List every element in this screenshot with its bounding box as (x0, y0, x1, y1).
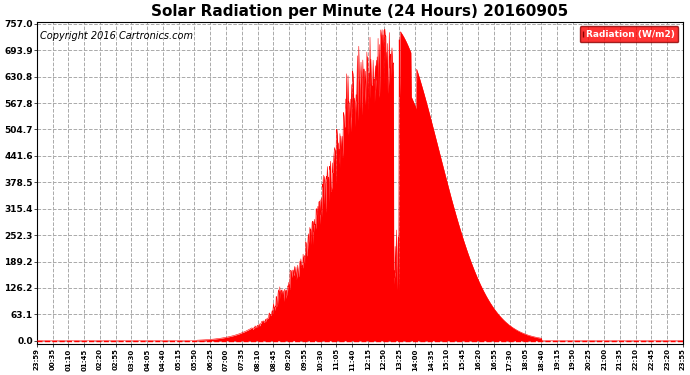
Legend: Radiation (W/m2): Radiation (W/m2) (580, 26, 678, 42)
Title: Solar Radiation per Minute (24 Hours) 20160905: Solar Radiation per Minute (24 Hours) 20… (151, 4, 569, 19)
Text: Copyright 2016 Cartronics.com: Copyright 2016 Cartronics.com (40, 32, 193, 41)
